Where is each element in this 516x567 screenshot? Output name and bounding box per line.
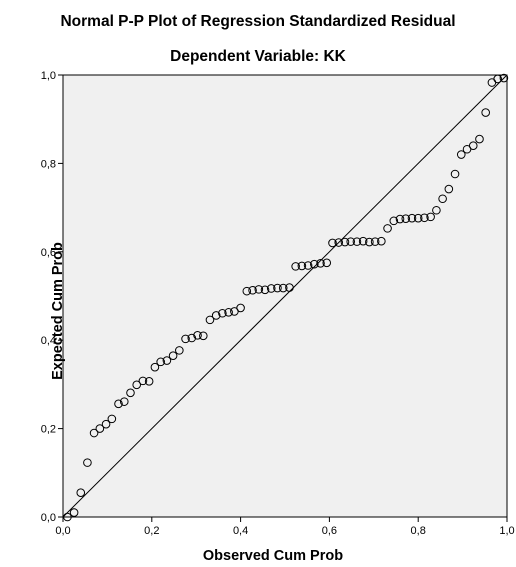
data-point bbox=[334, 238, 344, 247]
data-point bbox=[260, 285, 270, 295]
data-point bbox=[175, 346, 184, 355]
y-tick-label: 0,2 bbox=[41, 424, 56, 436]
y-axis-title: Expected Cum Prob bbox=[50, 242, 66, 380]
data-point bbox=[365, 237, 374, 247]
data-point bbox=[254, 285, 264, 294]
data-point bbox=[468, 141, 478, 151]
y-tick-label: 0,6 bbox=[41, 247, 56, 259]
data-point bbox=[389, 216, 399, 226]
data-point bbox=[456, 150, 466, 159]
y-tick-label: 0,4 bbox=[41, 335, 56, 347]
data-point bbox=[242, 286, 252, 296]
data-point bbox=[63, 512, 72, 522]
data-point bbox=[150, 362, 160, 372]
data-point bbox=[310, 259, 319, 269]
data-point bbox=[236, 303, 245, 313]
data-point bbox=[119, 397, 129, 406]
data-point bbox=[303, 261, 313, 270]
data-point bbox=[481, 108, 490, 117]
data-point bbox=[401, 214, 411, 223]
data-point bbox=[69, 508, 79, 517]
data-point bbox=[107, 414, 117, 424]
data-point bbox=[156, 357, 165, 367]
chart-subtitle: Dependent Variable: KK bbox=[170, 48, 346, 65]
data-point bbox=[493, 74, 502, 84]
chart-title: Normal P-P Plot of Regression Standardiz… bbox=[60, 13, 456, 30]
x-tick-label: 0,0 bbox=[55, 525, 70, 537]
x-tick-label: 0,8 bbox=[411, 525, 426, 537]
data-point bbox=[187, 333, 197, 343]
y-tick-label: 0,0 bbox=[41, 512, 56, 524]
data-point bbox=[352, 237, 362, 246]
data-point bbox=[95, 424, 105, 433]
data-point bbox=[193, 331, 202, 340]
data-point bbox=[444, 184, 454, 194]
data-point bbox=[76, 488, 86, 497]
data-point bbox=[377, 236, 386, 246]
x-tick-label: 0,4 bbox=[233, 525, 248, 537]
x-tick-label: 0,2 bbox=[144, 525, 159, 537]
y-tick-label: 1,0 bbox=[41, 70, 56, 82]
x-tick-label: 1,0 bbox=[499, 525, 514, 537]
data-point bbox=[407, 213, 417, 223]
data-point bbox=[370, 237, 380, 246]
data-point bbox=[297, 261, 307, 271]
data-point bbox=[450, 169, 460, 179]
data-point bbox=[358, 236, 368, 246]
data-point bbox=[499, 73, 509, 83]
data-point bbox=[248, 285, 257, 295]
data-point bbox=[316, 258, 325, 268]
data-point bbox=[181, 334, 190, 344]
data-point bbox=[144, 377, 154, 386]
data-point bbox=[101, 419, 111, 429]
data-point bbox=[273, 283, 282, 293]
x-tick-label: 0,6 bbox=[322, 525, 337, 537]
data-point bbox=[211, 311, 221, 320]
data-point bbox=[413, 213, 423, 223]
data-point bbox=[475, 134, 484, 144]
x-axis: 0,0 0,2 0,4 0,6 0,8 1,0 bbox=[55, 517, 515, 537]
data-point bbox=[89, 428, 99, 438]
data-point bbox=[432, 205, 441, 215]
data-point bbox=[83, 458, 92, 467]
data-point bbox=[168, 351, 178, 360]
data-point bbox=[138, 376, 148, 386]
data-point bbox=[132, 380, 142, 390]
data-point bbox=[383, 224, 392, 233]
data-point bbox=[126, 388, 135, 398]
reference-line bbox=[62, 74, 508, 518]
data-point bbox=[346, 237, 356, 246]
data-point bbox=[199, 331, 208, 341]
data-point bbox=[340, 237, 350, 247]
y-axis: 0,0 0,2 0,4 0,6 0,8 1,0 bbox=[41, 70, 63, 524]
data-points bbox=[63, 73, 509, 522]
data-point bbox=[438, 194, 447, 204]
data-point bbox=[291, 262, 300, 271]
data-point bbox=[224, 308, 233, 317]
x-axis-title: Observed Cum Prob bbox=[202, 548, 344, 564]
data-point bbox=[205, 315, 215, 325]
data-point bbox=[285, 283, 294, 292]
data-point bbox=[266, 284, 276, 293]
data-point bbox=[322, 258, 332, 268]
data-point bbox=[278, 283, 288, 293]
data-point bbox=[426, 212, 435, 222]
data-point bbox=[420, 213, 429, 223]
data-point bbox=[328, 238, 337, 248]
data-point bbox=[218, 308, 227, 318]
data-point bbox=[395, 214, 405, 224]
data-point bbox=[162, 356, 172, 365]
data-point bbox=[114, 399, 123, 409]
y-tick-label: 0,8 bbox=[41, 158, 56, 170]
